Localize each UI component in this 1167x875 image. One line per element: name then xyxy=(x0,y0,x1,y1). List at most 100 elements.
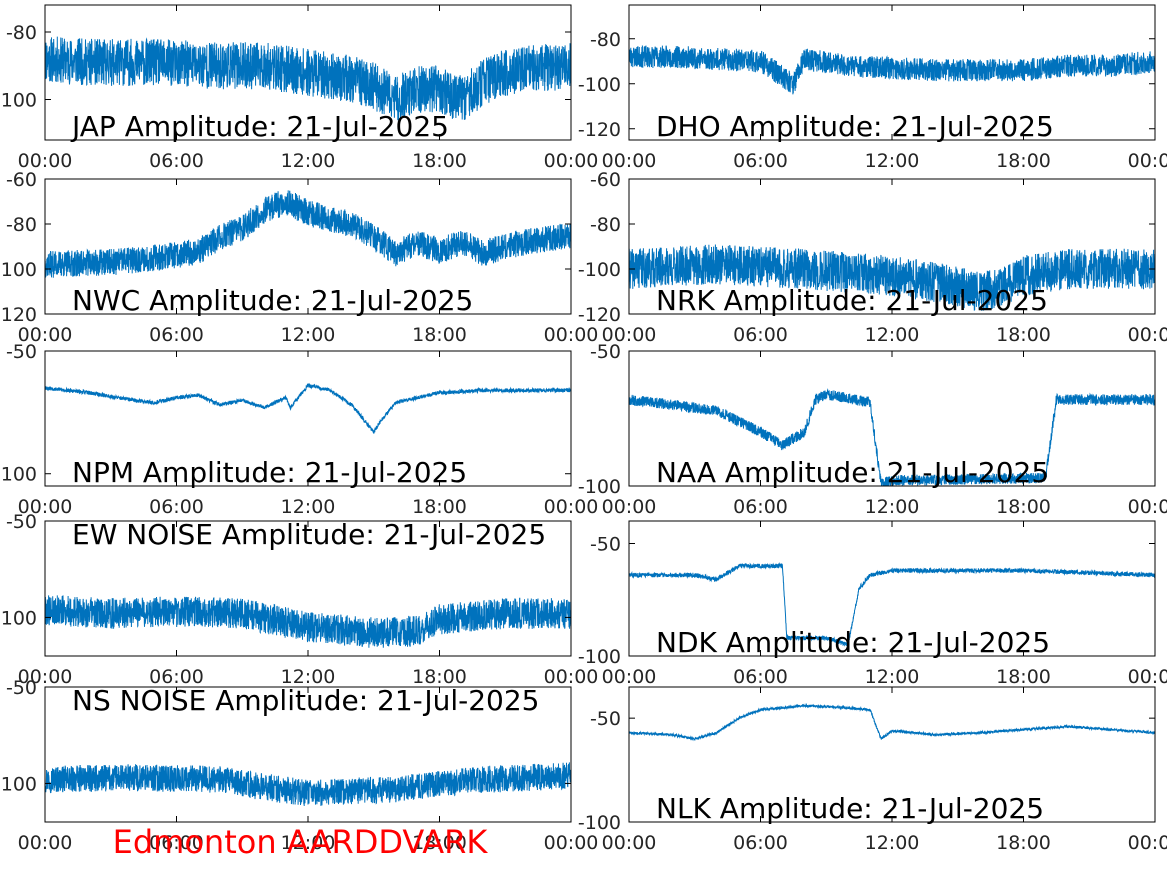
panel-title: NWC Amplitude: 21-Jul-2025 xyxy=(72,284,473,317)
x-tick-label: 06:00 xyxy=(149,150,204,172)
x-tick-label: 12:00 xyxy=(281,666,336,688)
y-tick-label: -50 xyxy=(590,708,621,730)
series-line xyxy=(629,561,1155,647)
x-tick-label: 00:00 xyxy=(1128,324,1167,346)
y-tick-label: -100 xyxy=(0,259,37,281)
x-tick-label: 18:00 xyxy=(412,666,467,688)
x-tick-label: 00:00 xyxy=(544,496,599,518)
x-tick-label: 06:00 xyxy=(733,150,788,172)
y-tick-label: -120 xyxy=(578,304,621,326)
x-tick-label: 00:00 xyxy=(544,324,599,346)
x-tick-label: 00:00 xyxy=(18,324,73,346)
x-tick-label: 12:00 xyxy=(281,150,336,172)
x-tick-label: 00:00 xyxy=(602,832,657,854)
x-tick-label: 00:00 xyxy=(18,496,73,518)
panel-title: NDK Amplitude: 21-Jul-2025 xyxy=(656,626,1050,659)
series-line xyxy=(45,36,571,121)
x-tick-label: 18:00 xyxy=(996,324,1051,346)
y-tick-label: -60 xyxy=(590,169,621,191)
x-tick-label: 12:00 xyxy=(865,496,920,518)
x-tick-label: 06:00 xyxy=(733,832,788,854)
x-tick-label: 00:00 xyxy=(602,150,657,172)
series-line xyxy=(629,45,1155,95)
y-tick-label: -80 xyxy=(6,214,37,236)
y-tick-label: -100 xyxy=(578,74,621,96)
x-tick-label: 00:00 xyxy=(544,832,599,854)
x-tick-label: 06:00 xyxy=(149,666,204,688)
panel-ns-noise: -50 -100 00:00 06:00 12:00 18:00 00:00 NS NOISE… xyxy=(0,677,598,854)
x-tick-label: 06:00 xyxy=(149,832,204,854)
x-tick-label: 18:00 xyxy=(412,496,467,518)
x-tick-label: 12:00 xyxy=(865,666,920,688)
y-tick-label: -120 xyxy=(0,304,37,326)
x-tick-label: 00:00 xyxy=(1128,496,1167,518)
panel-ew-noise: -50 -100 00:00 06:00 12:00 18:00 00:00 EW NOISE… xyxy=(0,511,598,688)
x-tick-label: 00:00 xyxy=(18,832,73,854)
x-tick-label: 00:00 xyxy=(602,496,657,518)
y-tick-label: -50 xyxy=(590,534,621,556)
x-tick-label: 06:00 xyxy=(149,496,204,518)
panel-title: NLK Amplitude: 21-Jul-2025 xyxy=(656,792,1044,825)
y-tick-label: -50 xyxy=(6,677,37,699)
panel-title: NAA Amplitude: 21-Jul-2025 xyxy=(656,456,1049,489)
figure-footer-title: Edmonton AARDDVARK xyxy=(113,823,489,861)
x-tick-label: 12:00 xyxy=(281,496,336,518)
panel-title: NRK Amplitude: 21-Jul-2025 xyxy=(656,284,1048,317)
y-tick-label: -100 xyxy=(0,464,37,486)
panel-title: DHO Amplitude: 21-Jul-2025 xyxy=(656,110,1054,143)
panel-npm: -50 -100 00:00 06:00 12:00 18:00 00:00 NPM Ampl… xyxy=(0,341,598,518)
x-tick-label: 18:00 xyxy=(412,150,467,172)
x-tick-label: 00:00 xyxy=(1128,666,1167,688)
x-tick-label: 12:00 xyxy=(281,832,336,854)
x-tick-label: 00:00 xyxy=(544,150,599,172)
panel-nwc: -60-80-100-12000:0006:0012:0018:0000:00N… xyxy=(0,169,598,346)
x-tick-label: 00:00 xyxy=(18,150,73,172)
x-tick-label: 18:00 xyxy=(996,150,1051,172)
series-line xyxy=(629,703,1155,742)
x-tick-label: 18:00 xyxy=(996,666,1051,688)
y-tick-label: -100 xyxy=(578,646,621,668)
panel-title: EW NOISE Amplitude: 21-Jul-2025 xyxy=(72,518,546,551)
y-tick-label: -60 xyxy=(6,169,37,191)
x-tick-label: 12:00 xyxy=(865,150,920,172)
series-line xyxy=(45,190,571,279)
panel-title: NPM Amplitude: 21-Jul-2025 xyxy=(72,456,467,489)
x-tick-label: 18:00 xyxy=(996,832,1051,854)
y-tick-label: -50 xyxy=(6,511,37,533)
x-tick-label: 00:00 xyxy=(18,666,73,688)
y-tick-label: -100 xyxy=(0,773,37,795)
panel-nrk: -60-80-100-12000:0006:0012:0018:0000:00N… xyxy=(578,169,1167,346)
y-tick-label: -80 xyxy=(590,29,621,51)
panel-jap: -80 -100 00:00 06:00 12:00 18:00 00:00 JAP Ampl… xyxy=(0,4,599,172)
x-tick-label: 00:00 xyxy=(602,666,657,688)
x-tick-label: 06:00 xyxy=(733,496,788,518)
y-tick-label: -100 xyxy=(578,476,621,498)
y-tick-label: -100 xyxy=(578,259,621,281)
series-line xyxy=(629,244,1155,311)
x-tick-label: 12:00 xyxy=(865,832,920,854)
x-tick-label: 00:00 xyxy=(1128,150,1167,172)
x-tick-label: 18:00 xyxy=(996,496,1051,518)
x-tick-label: 06:00 xyxy=(733,324,788,346)
x-tick-label: 12:00 xyxy=(281,324,336,346)
x-tick-label: 06:00 xyxy=(733,666,788,688)
panel-dho: -80 -100 -120 00:00 06:00 12:00 18:00 00:00 DHO … xyxy=(578,4,1167,172)
y-tick-label: -50 xyxy=(590,341,621,363)
y-tick-label: -100 xyxy=(578,812,621,834)
y-tick-label: -100 xyxy=(0,607,37,629)
y-tick-label: -80 xyxy=(590,214,621,236)
x-tick-label: 00:00 xyxy=(602,324,657,346)
panel-title: NS NOISE Amplitude: 21-Jul-2025 xyxy=(72,684,539,717)
panel-title: JAP Amplitude: 21-Jul-2025 xyxy=(70,110,449,143)
x-tick-label: 00:00 xyxy=(1128,832,1167,854)
y-tick-label: -100 xyxy=(0,90,37,112)
y-tick-label: -120 xyxy=(578,119,621,141)
x-tick-label: 12:00 xyxy=(865,324,920,346)
series-line xyxy=(45,762,571,807)
series-line xyxy=(45,382,571,435)
series-line xyxy=(45,595,571,648)
